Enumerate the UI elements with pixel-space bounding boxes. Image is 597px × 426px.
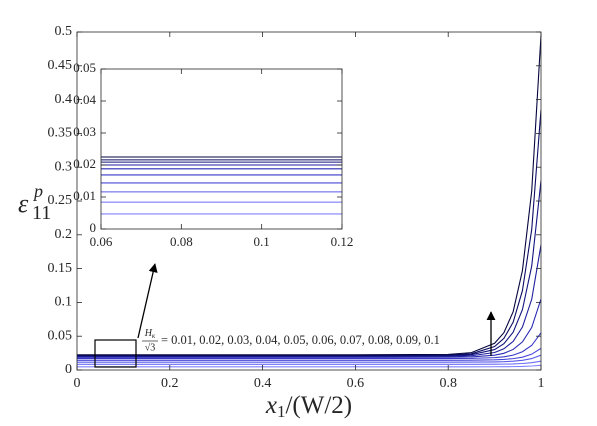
- y-tick-label: 0.05: [73, 60, 96, 75]
- x-tick-label: 0.06: [90, 234, 113, 249]
- series-line: [77, 360, 541, 365]
- axes-frame: [100, 68, 343, 230]
- y-tick-label: 0.02: [73, 156, 96, 171]
- x-tick-label: 0.4: [254, 376, 272, 391]
- x-tick-label: 0.2: [161, 376, 179, 391]
- x-tick-label: 0.6: [347, 376, 365, 391]
- numerator-sub: κ: [152, 332, 156, 340]
- annotation-denominator: √3: [145, 342, 156, 353]
- y-tick-label: 0.45: [48, 58, 73, 73]
- series-line: [77, 35, 541, 356]
- series-line: [77, 298, 541, 358]
- y-tick-label: 0.04: [73, 92, 96, 107]
- xlabel-rest: /(W/2): [285, 392, 352, 419]
- y-tick-label: 0.03: [73, 124, 96, 139]
- series-line: [77, 354, 541, 363]
- annotation: Hκ √3 = 0.01, 0.02, 0.03, 0.04, 0.05, 0.…: [142, 328, 440, 353]
- ylabel-base: ε: [18, 189, 29, 218]
- x-tick-label: 0: [74, 376, 81, 391]
- y-tick-label: 0.3: [55, 159, 73, 174]
- x-axis-label: x1/(W/2): [265, 392, 352, 421]
- inset-axes: 0.06 0.08 0.1 0.12 0 0.01 0.02 0.03 0.04 0.05: [73, 60, 354, 249]
- y-tick-label: 0.5: [55, 24, 73, 39]
- y-tick-label: 0: [65, 362, 72, 377]
- x-tick-label: 0.8: [439, 376, 457, 391]
- series-line: [77, 332, 541, 360]
- annotation-text: = 0.01, 0.02, 0.03, 0.04, 0.05, 0.06, 0.…: [161, 333, 440, 347]
- series-line: [77, 244, 541, 358]
- zoom-box: [94, 339, 137, 368]
- x-tick-label: 0.08: [170, 234, 193, 249]
- y-tick-label: 0.2: [55, 227, 73, 242]
- series-line: [77, 364, 541, 368]
- numerator: H: [144, 328, 153, 339]
- inset-background: [101, 69, 342, 229]
- x-tick-label: 0.1: [254, 234, 270, 249]
- series-line: [77, 109, 541, 356]
- y-tick-label: 0.35: [48, 126, 73, 141]
- xlabel-base: x: [265, 392, 277, 419]
- y-tick-label: 0.15: [48, 261, 73, 276]
- ylabel-sup: p: [32, 181, 43, 201]
- main-axes: 0 0.2 0.4 0.6 0.8 1 0 0.05 0.1 0.15 0.2 0.25 0.3 0.35…: [48, 24, 545, 391]
- y-axis-label: ε p 11: [18, 181, 51, 223]
- xlabel-sub: 1: [277, 402, 286, 421]
- series-line: [77, 347, 541, 361]
- x-tick-label: 1: [538, 376, 545, 391]
- zoom-arrow: [137, 263, 158, 339]
- ylabel-sub: 11: [32, 202, 51, 224]
- lines: [77, 35, 541, 368]
- y-tick-label: 0.01: [73, 188, 96, 203]
- y-tick-label: 0.1: [55, 295, 73, 310]
- annotation-numerator: Hκ: [144, 328, 156, 339]
- y-tick-label: 0.05: [48, 328, 73, 343]
- x-tick-label: 0.12: [331, 234, 354, 249]
- y-tick-label: 0.4: [55, 92, 73, 107]
- y-tick-label: 0: [90, 220, 97, 235]
- y-tick-label: 0.25: [48, 193, 73, 208]
